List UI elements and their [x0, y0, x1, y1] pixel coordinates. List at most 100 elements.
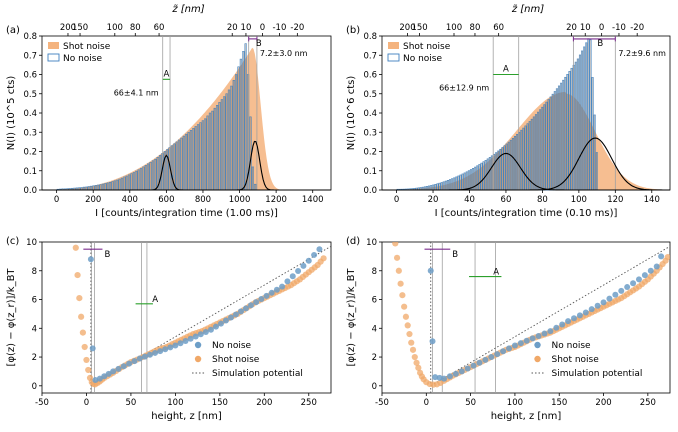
- no-noise-point: [182, 338, 189, 345]
- plot-area: [72, 242, 331, 393]
- y-tick-label: 0: [372, 382, 377, 392]
- panel-label: (b): [346, 25, 360, 36]
- no-noise-point: [273, 286, 280, 293]
- plot-area: [392, 242, 670, 393]
- no-noise-point: [464, 365, 471, 372]
- y-tick-label: 0.5: [23, 90, 37, 100]
- x-tick-label: 1200: [265, 195, 287, 205]
- x-tick-label: 50: [126, 398, 137, 408]
- no-noise-point: [535, 332, 542, 339]
- region-a-value: 66±4.1 nm: [114, 88, 159, 97]
- no-noise-point: [258, 296, 265, 303]
- shot-noise-point: [409, 346, 417, 353]
- no-noise-point: [647, 267, 654, 274]
- top-tick-label: 150: [72, 23, 88, 33]
- x-tick-label: 1400: [302, 195, 324, 205]
- no-noise-point: [152, 349, 159, 356]
- x-tick-label: 100: [167, 398, 183, 408]
- no-noise-point: [268, 289, 275, 296]
- top-tick-label: 10: [241, 23, 252, 33]
- top-tick-label: 10: [580, 23, 591, 33]
- shot-noise-point: [395, 267, 402, 274]
- no-noise-point: [476, 359, 483, 366]
- region-a-label: A: [503, 65, 509, 75]
- shot-noise-point: [408, 339, 415, 346]
- no-noise-point: [571, 315, 577, 322]
- top-tick-label: 80: [470, 23, 481, 33]
- x-tick-label: 400: [122, 195, 138, 205]
- top-tick-label: 150: [411, 23, 427, 33]
- top-tick-label: 200: [60, 23, 76, 33]
- legend-simulation-label: Simulation potential: [212, 369, 303, 379]
- no-noise-point: [222, 317, 229, 324]
- x-tick-label: 0: [394, 195, 399, 205]
- y-tick-label: 0: [32, 382, 37, 392]
- shot-noise-point: [664, 254, 670, 261]
- no-noise-point: [197, 331, 204, 338]
- no-noise-point: [101, 373, 108, 380]
- shot-noise-point: [393, 254, 401, 261]
- no-noise-point: [576, 312, 583, 319]
- y-tick-label: 10: [26, 238, 37, 248]
- no-noise-point: [284, 278, 291, 285]
- y-tick-label: 0.8: [23, 32, 37, 42]
- y-tick-label: 0.3: [23, 128, 37, 138]
- panel-c: -50 0 50 100 150 200 250 0 2 4 6 8 10 height, z [nm] […: [6, 236, 332, 422]
- x-axis-label: I [counts/integration time (1.00 ms)]: [95, 208, 278, 219]
- shot-noise-point: [81, 343, 88, 351]
- legend-no-noise-swatch: [387, 53, 400, 62]
- shot-noise-point: [74, 271, 81, 279]
- no-noise-point: [624, 284, 631, 291]
- shot-noise-point: [72, 244, 79, 251]
- shot-noise-point: [85, 366, 92, 374]
- no-noise-point: [582, 309, 589, 316]
- x-tick-label: 200: [256, 398, 272, 408]
- x-tick-label: 800: [195, 195, 211, 205]
- top-tick-label: 100: [446, 23, 462, 33]
- no-noise-point: [559, 321, 566, 328]
- x-axis-label: height, z [nm]: [491, 411, 562, 422]
- y-axis-label: [φ(z) − φ(z_r)]/k_BT: [346, 268, 357, 367]
- no-noise-point: [217, 320, 224, 327]
- y-tick-label: 0.5: [363, 90, 377, 100]
- no-noise-point: [89, 345, 96, 352]
- legend-no-noise-label: No noise: [212, 341, 251, 351]
- no-noise-point: [253, 299, 260, 306]
- no-noise-point: [162, 346, 169, 353]
- top-tick-label: 200: [399, 23, 415, 33]
- top-tick-label: 60: [493, 23, 504, 33]
- legend-no-noise-label: No noise: [63, 54, 102, 64]
- no-noise-point: [653, 263, 660, 270]
- x-tick-label: 250: [301, 398, 317, 408]
- x-tick-label: 100: [571, 195, 587, 205]
- no-noise-point: [237, 308, 244, 315]
- legend-no-noise-label: No noise: [552, 341, 591, 351]
- shot-noise-point: [415, 364, 422, 371]
- top-tick-label: 20: [566, 23, 577, 33]
- no-noise-point: [311, 251, 318, 258]
- no-noise-point: [429, 338, 436, 345]
- region-a-label: A: [163, 69, 169, 79]
- x-tick-label: 50: [465, 398, 476, 408]
- legend-no-noise-swatch: [47, 53, 60, 62]
- top-tick-label: -10: [612, 23, 626, 33]
- x-tick-label: 140: [644, 195, 660, 205]
- x-tick-label: 200: [595, 398, 611, 408]
- y-tick-label: 2: [32, 353, 37, 363]
- no-noise-point: [541, 330, 548, 337]
- top-tick-label: 0: [260, 23, 265, 33]
- no-noise-point: [635, 276, 642, 283]
- no-noise-point: [96, 375, 103, 382]
- y-tick-label: 0.7: [23, 51, 37, 61]
- x-tick-label: 80: [537, 195, 548, 205]
- shot-noise-point: [399, 292, 406, 299]
- top-axis-label: z̃ [nm]: [171, 3, 204, 15]
- no-noise-point: [172, 342, 179, 349]
- panel-label: (a): [6, 25, 20, 36]
- region-a-label: A: [152, 295, 158, 305]
- legend-shot-swatch: [48, 42, 59, 49]
- panel-d: -50 0 50 100 150 200 250 0 2 4 6 8 10 height, z [nm] […: [346, 236, 671, 422]
- no-noise-point: [658, 253, 665, 260]
- legend-shot-marker: [194, 355, 202, 363]
- x-tick-label: 100: [507, 398, 523, 408]
